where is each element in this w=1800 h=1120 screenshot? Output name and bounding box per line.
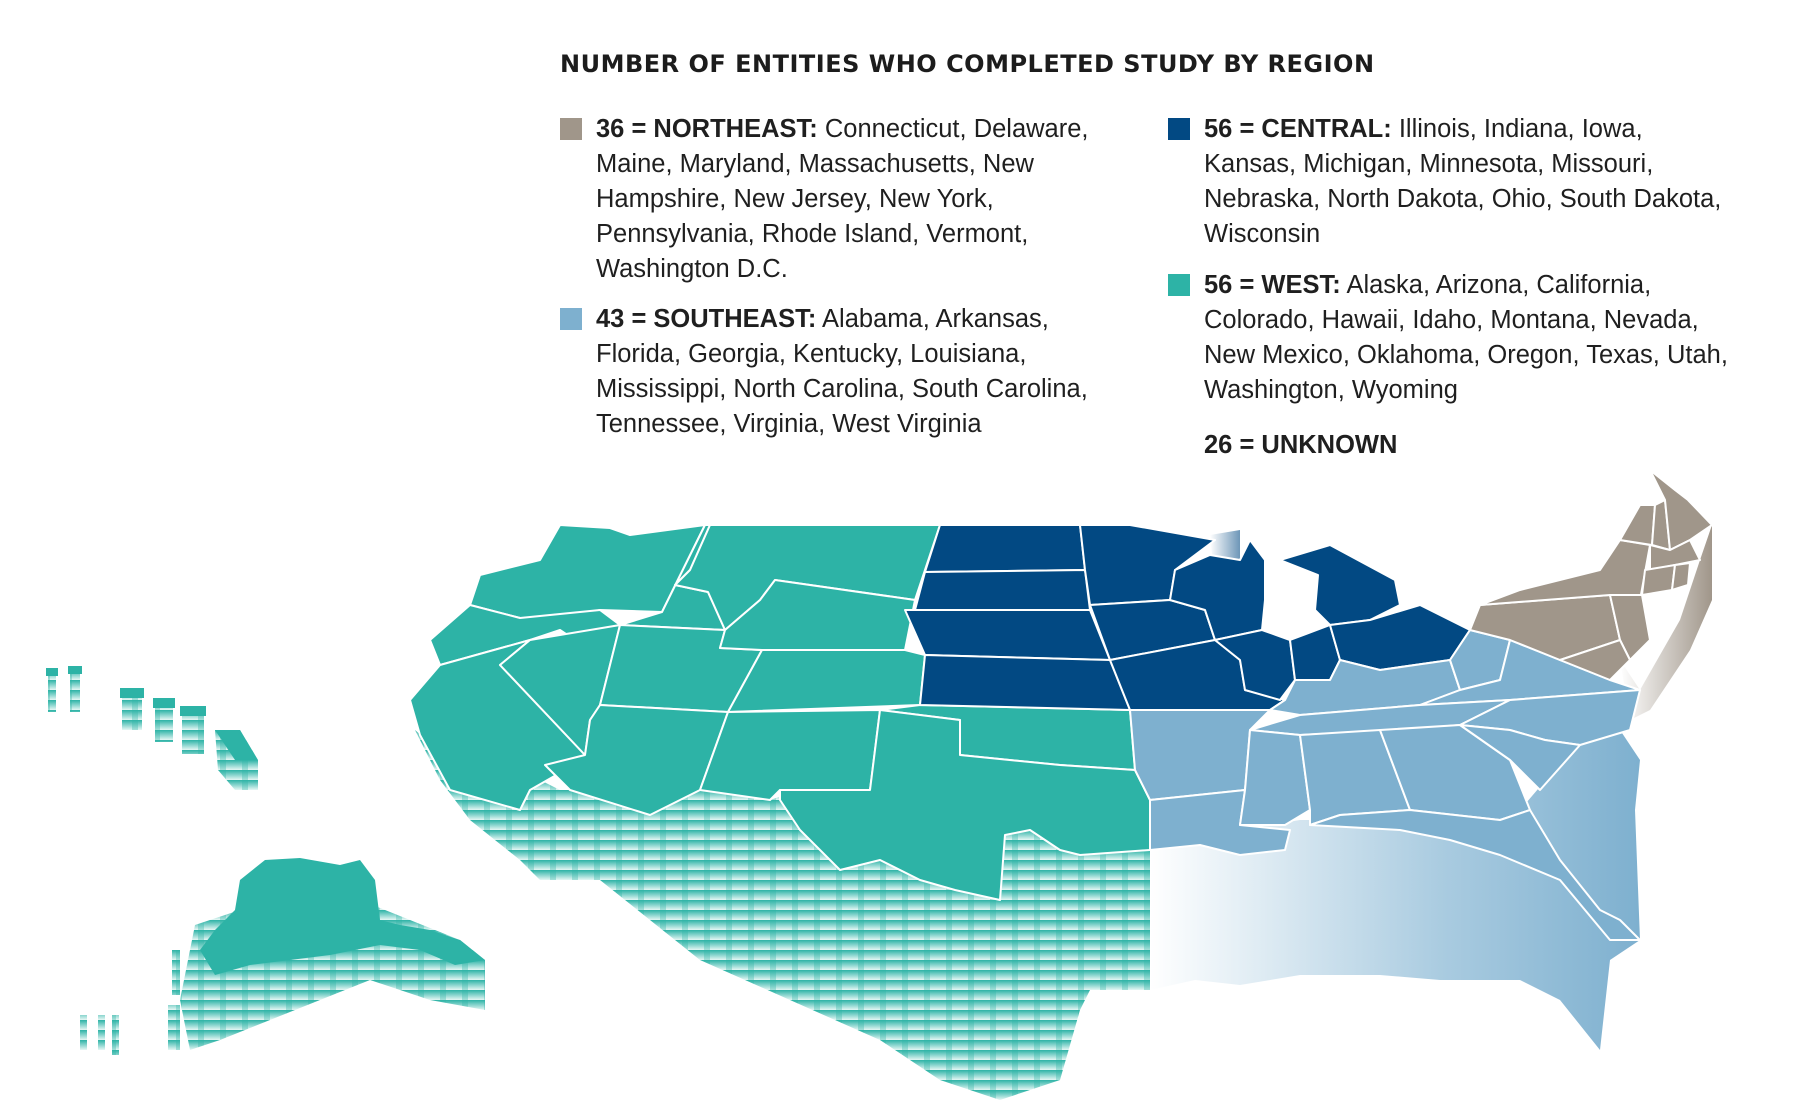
state-colorado (727, 649, 926, 713)
map-title: NUMBER OF ENTITIES WHO COMPLETED STUDY B… (560, 50, 1375, 78)
hawaii-walls (48, 668, 258, 790)
state-new-jersey (1609, 594, 1651, 661)
state-rhode-island (1671, 562, 1691, 591)
legend-label-southeast: 43 = SOUTHEAST: (596, 305, 817, 333)
legend-label-unknown: 26 = UNKNOWN (1204, 431, 1398, 459)
region-west (409, 524, 1151, 901)
southeast-wall (1150, 730, 1640, 1050)
state-maryland-delaware (1559, 639, 1631, 681)
legend-label-northeast: 36 = NORTHEAST: (596, 115, 818, 143)
legend-swatch-southeast (560, 308, 582, 330)
state-michigan (1279, 544, 1401, 626)
state-wisconsin (1169, 539, 1266, 641)
state-florida (1309, 809, 1641, 941)
legend-states-west: Alaska, Arizona, California, Colorado, H… (1204, 271, 1728, 404)
state-illinois (1214, 629, 1296, 701)
legend-item-central: 56 = CENTRAL: Illinois, Indiana, Iowa, K… (1168, 112, 1728, 252)
legend-item-west: 56 = WEST: Alaska, Arizona, California, … (1168, 268, 1738, 408)
state-texas (779, 709, 1151, 901)
region-southeast (1129, 629, 1641, 941)
legend-item-southeast: 43 = SOUTHEAST: Alabama, Arkansas, Flori… (560, 302, 1140, 442)
state-mississippi (1239, 729, 1311, 826)
state-nebraska (904, 609, 1111, 661)
state-kansas (919, 654, 1131, 711)
legend-states-northeast: Connecticut, Delaware, Maine, Maryland, … (596, 115, 1089, 283)
legend-item-northeast: 36 = NORTHEAST: Connecticut, Delaware, M… (560, 112, 1120, 287)
state-alaska (200, 858, 485, 975)
legend-swatch-northeast (560, 118, 582, 140)
legend-label-west: 56 = WEST: (1204, 271, 1341, 299)
state-south-carolina (1459, 724, 1581, 791)
state-hawaii (46, 666, 258, 760)
region-northeast (1469, 469, 1713, 681)
state-north-dakota (924, 524, 1086, 573)
legend-item-unknown: 26 = UNKNOWN (1168, 428, 1568, 463)
state-south-dakota (914, 569, 1091, 611)
legend-swatch-central (1168, 118, 1190, 140)
state-vermont (1619, 504, 1656, 546)
state-new-mexico (699, 709, 881, 801)
legend-states-central: Illinois, Indiana, Iowa, Kansas, Michiga… (1204, 115, 1722, 248)
legend-label-central: 56 = CENTRAL: (1204, 115, 1392, 143)
legend-states-southeast: Alabama, Arkansas, Florida, Georgia, Ken… (596, 305, 1088, 438)
region-central (904, 524, 1471, 711)
legend-swatch-west (1168, 274, 1190, 296)
state-connecticut (1641, 564, 1676, 596)
